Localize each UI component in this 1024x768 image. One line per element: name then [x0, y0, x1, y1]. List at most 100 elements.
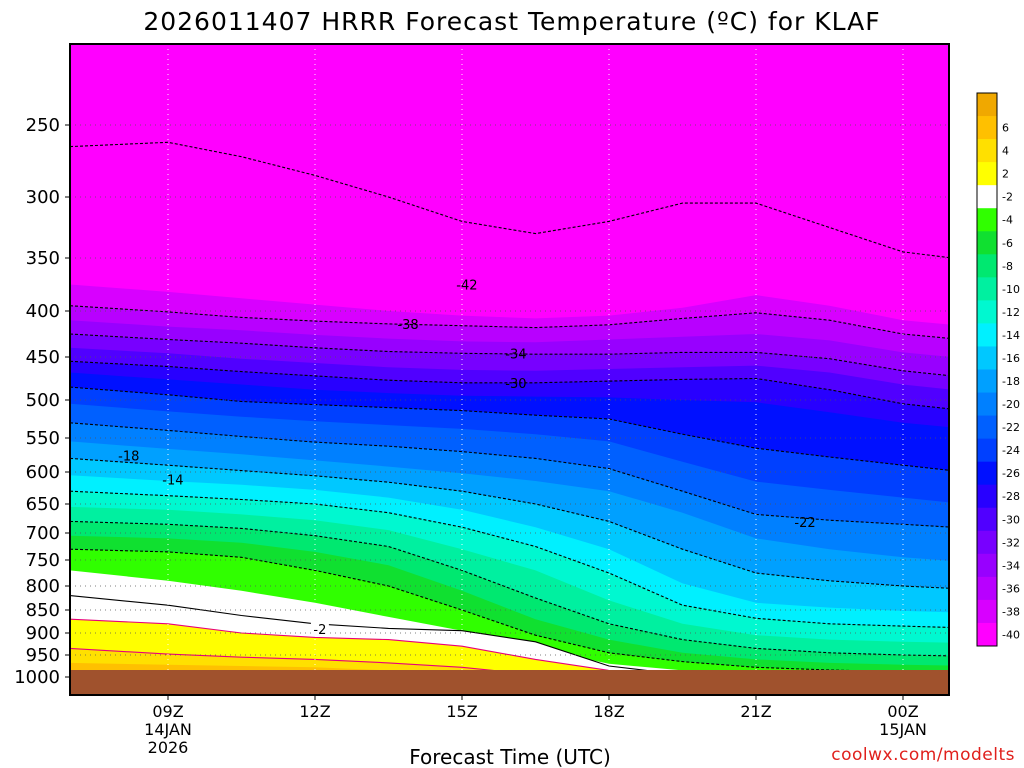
contour-label: -30 [505, 377, 526, 392]
colorbar-tick-label: -32 [1002, 536, 1020, 549]
contour-line [70, 333, 949, 377]
plot-frame [69, 43, 950, 696]
colorbar-swatch [977, 599, 997, 624]
contour-line [70, 360, 949, 410]
colorbar-swatch [977, 162, 997, 186]
contour-label: -2 [313, 623, 326, 638]
contour-label: -38 [397, 318, 418, 333]
y-tick-label: 650 [26, 494, 60, 515]
x-tick-label: 18Z [593, 702, 624, 721]
x-tick-label: 12Z [299, 702, 330, 721]
x-tick-label: 14JAN [144, 720, 192, 739]
colorbar-swatch [977, 300, 997, 324]
x-tick-label: 15JAN [879, 720, 927, 739]
y-tick-label: 600 [26, 462, 60, 483]
y-tick-label: 850 [26, 600, 60, 621]
y-tick-label: 500 [26, 390, 60, 411]
y-tick-label: 750 [26, 550, 60, 571]
colorbar-frame [976, 92, 998, 647]
y-axis: 2503003504004505005506006507007508008509… [14, 115, 70, 688]
colorbar-tick-label: -34 [1002, 559, 1020, 572]
colorbar-tick-label: -4 [1002, 214, 1013, 227]
colorbar-tick-label: -38 [1002, 605, 1020, 618]
colorbar-tick-label: -30 [1002, 513, 1020, 526]
ground-surface [70, 670, 949, 695]
colorbar-tick-label: -6 [1002, 237, 1013, 250]
y-tick-label: 1000 [14, 667, 60, 688]
contour-line [70, 305, 949, 339]
colorbar-swatch [977, 231, 997, 255]
y-tick-label: 700 [26, 523, 60, 544]
colorbar-swatch [977, 461, 997, 486]
y-tick-label: 250 [26, 115, 60, 136]
contour-label-layer: -42 -38 -34 -30 -22 -18 -14 -2 [118, 279, 815, 638]
x-tick-label: 2026 [148, 738, 189, 757]
y-tick-label: 300 [26, 187, 60, 208]
colorbar-tick-label: -8 [1002, 260, 1013, 273]
colorbar-swatch [977, 323, 997, 347]
colorbar-tick-label: -2 [1002, 191, 1013, 204]
contour-label-bg [310, 620, 329, 635]
colorbar-tick-label: -26 [1002, 467, 1020, 480]
colorbar-tick-label: -20 [1002, 398, 1020, 411]
colorbar-swatch [977, 484, 997, 509]
contour-line [70, 386, 949, 471]
colorbar-tick-label: -12 [1002, 306, 1020, 319]
colorbar-tick-label: -24 [1002, 444, 1020, 457]
colorbar-tick-label: 4 [1002, 145, 1009, 158]
colorbar-swatch [977, 553, 997, 578]
colorbar-tick-label: -18 [1002, 375, 1020, 388]
colorbar-swatch [977, 185, 997, 209]
colorbar-swatch [977, 415, 997, 440]
chart-title: 2026011407 HRRR Forecast Temperature (ºC… [143, 7, 880, 36]
plot-area [70, 44, 949, 695]
colorbar-tick-label: 6 [1002, 122, 1009, 135]
colorbar-swatch [977, 139, 997, 163]
colorbar-swatch [977, 346, 997, 370]
colorbar-swatch [977, 530, 997, 555]
colorbar-swatch [977, 369, 997, 394]
x-tick-label: 09Z [152, 702, 183, 721]
contour-label: -14 [162, 474, 183, 489]
x-axis-label: Forecast Time (UTC) [409, 745, 611, 768]
contour-line [70, 548, 949, 674]
contour-label: -42 [456, 279, 477, 294]
y-tick-label: 400 [26, 301, 60, 322]
contour-line [70, 422, 949, 528]
colorbar-tick-label: -40 [1002, 628, 1020, 641]
colorbar-swatch [977, 507, 997, 532]
colorbar: 6 4 2 -2 -4 -6 -8 -10 -12 -14 -16 -18 -20 -22 -24 -26 -2… [976, 92, 1020, 647]
contour-label: -34 [505, 347, 526, 362]
colorbar-swatch [977, 254, 997, 278]
y-tick-label: 350 [26, 248, 60, 269]
colorbar-tick-label: 2 [1002, 168, 1009, 181]
x-tick-label: 00Z [887, 702, 918, 721]
y-tick-label: 800 [26, 576, 60, 597]
colorbar-tick-label: -28 [1002, 490, 1020, 503]
x-tick-label: 15Z [446, 702, 477, 721]
y-tick-label: 450 [26, 347, 60, 368]
temperature-fill-layer [70, 44, 949, 695]
colorbar-swatch [977, 93, 997, 117]
contour-line [70, 520, 949, 657]
gridline-layer [70, 44, 949, 695]
contour-line [70, 141, 949, 259]
y-tick-label: 550 [26, 428, 60, 449]
colorbar-swatch [977, 392, 997, 417]
colorbar-tick-label: -16 [1002, 352, 1020, 365]
colorbar-tick-label: -14 [1002, 329, 1020, 342]
credit-link[interactable]: coolwx.com/modelts [831, 745, 1015, 765]
contour-line [70, 490, 949, 628]
y-tick-label: 950 [26, 645, 60, 666]
contour-label: -22 [794, 516, 815, 531]
colorbar-swatch [977, 438, 997, 463]
y-tick-label: 900 [26, 623, 60, 644]
colorbar-swatch [977, 576, 997, 601]
colorbar-tick-label: -10 [1002, 283, 1020, 296]
contour-line [70, 457, 949, 589]
colorbar-tick-label: -22 [1002, 421, 1020, 434]
contour-label: -18 [118, 450, 139, 465]
x-tick-label: 21Z [740, 702, 771, 721]
